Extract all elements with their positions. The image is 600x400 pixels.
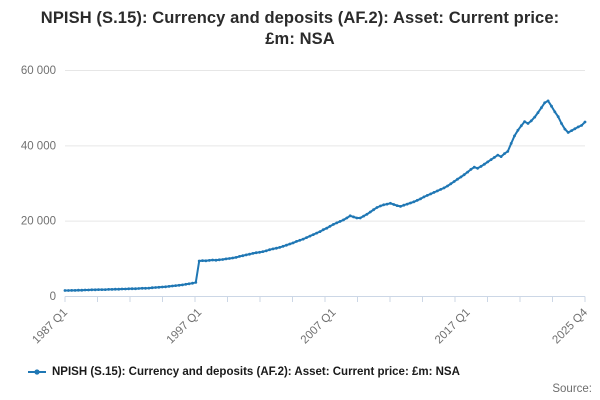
legend-series-marker-icon xyxy=(28,369,46,375)
legend[interactable]: NPISH (S.15): Currency and deposits (AF.… xyxy=(28,362,460,382)
svg-text:2007 Q1: 2007 Q1 xyxy=(299,307,339,347)
svg-text:0: 0 xyxy=(50,291,56,303)
legend-series-label: NPISH (S.15): Currency and deposits (AF.… xyxy=(52,366,460,378)
chart-title: NPISH (S.15): Currency and deposits (AF.… xyxy=(40,9,560,49)
svg-text:1987 Q1: 1987 Q1 xyxy=(30,307,70,347)
series-line xyxy=(64,99,586,292)
svg-text:60 000: 60 000 xyxy=(21,65,56,77)
gridlines xyxy=(65,70,585,222)
y-axis-tick-labels: 0 20 000 40 000 60 000 xyxy=(21,65,56,303)
svg-text:20 000: 20 000 xyxy=(21,216,56,228)
svg-text:1997 Q1: 1997 Q1 xyxy=(165,307,205,347)
series-point-markers xyxy=(63,99,587,292)
x-axis-tick-labels: 1987 Q1 1997 Q1 2007 Q1 2017 Q1 2025 Q4 xyxy=(30,306,590,346)
svg-text:40 000: 40 000 xyxy=(21,140,56,152)
source-label: Source: xyxy=(552,383,592,395)
series-currency-deposits xyxy=(64,99,586,292)
svg-text:2017 Q1: 2017 Q1 xyxy=(433,307,473,347)
x-axis xyxy=(64,296,586,302)
svg-text:2025 Q4: 2025 Q4 xyxy=(550,306,590,346)
